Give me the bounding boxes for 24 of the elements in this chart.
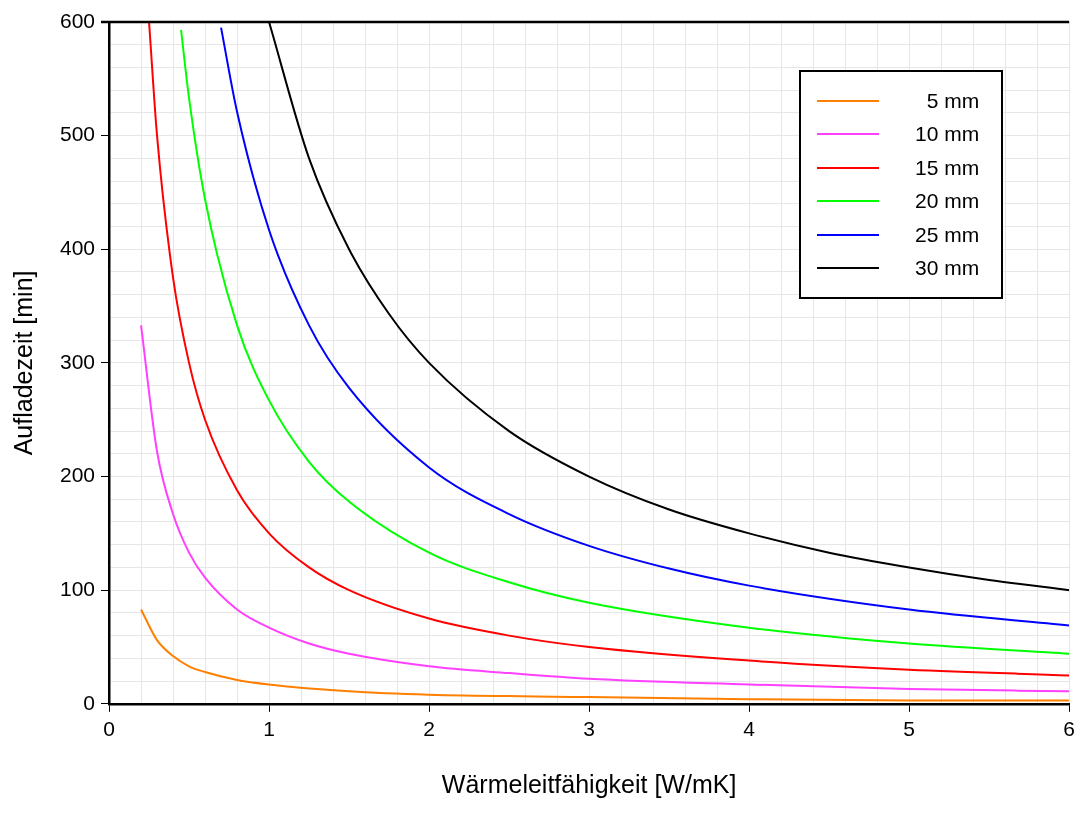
x-tick-label: 3 xyxy=(583,717,595,741)
x-tick-label: 1 xyxy=(263,717,275,741)
legend-label: 20 mm xyxy=(914,189,980,214)
y-axis-title: Aufladezeit [min] xyxy=(8,270,37,456)
legend-label: 25 mm xyxy=(914,222,980,247)
x-tick-label: 2 xyxy=(423,717,435,741)
y-tick-label: 300 xyxy=(59,349,96,373)
x-tick-label: 5 xyxy=(903,717,915,741)
y-tick-label: 100 xyxy=(59,576,96,600)
y-tick-label: 600 xyxy=(59,8,96,32)
line-series xyxy=(140,608,1070,702)
y-tick-label: 500 xyxy=(59,122,96,146)
y-tick-label: 0 xyxy=(83,690,96,714)
legend-label: 30 mm xyxy=(914,256,980,281)
line-series xyxy=(140,324,1070,693)
x-tick-label: 6 xyxy=(1063,717,1075,741)
x-axis-title: Wärmeleitfähigkeit [W/mK] xyxy=(441,769,737,798)
x-tick-label: 0 xyxy=(103,717,115,741)
legend-label: 10 mm xyxy=(914,122,980,147)
legend-label: 15 mm xyxy=(914,155,980,180)
x-tick-label: 4 xyxy=(743,717,756,741)
y-tick-label: 400 xyxy=(59,236,96,260)
y-tick-label: 200 xyxy=(59,463,96,487)
legend-label: 5 mm xyxy=(925,88,980,113)
